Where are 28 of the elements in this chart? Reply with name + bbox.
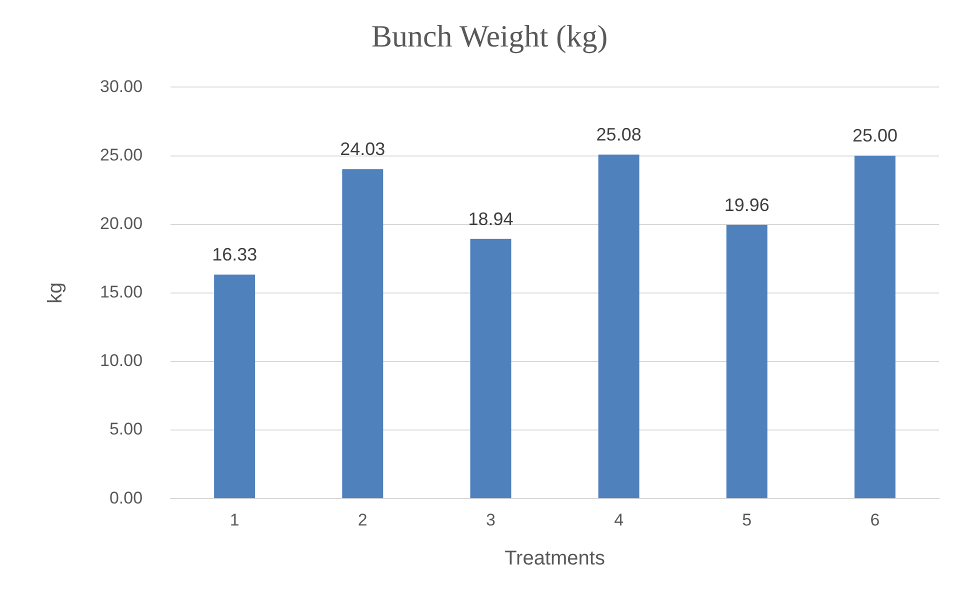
data-label: 24.03 xyxy=(340,139,386,160)
x-tick-label: 6 xyxy=(870,510,880,530)
x-tick-label: 1 xyxy=(230,510,240,530)
bar xyxy=(598,154,640,498)
x-tick-label: 4 xyxy=(614,510,624,530)
chart-title: Bunch Weight (kg) xyxy=(371,18,608,54)
data-label: 18.94 xyxy=(468,208,514,229)
bar xyxy=(726,224,768,498)
data-label: 19.96 xyxy=(724,194,770,215)
y-tick-label: 30.00 xyxy=(100,76,143,96)
y-tick-label: 15.00 xyxy=(100,282,143,302)
data-label: 25.00 xyxy=(852,126,898,146)
data-label: 16.33 xyxy=(212,244,258,265)
x-tick-label: 3 xyxy=(486,510,496,530)
y-axis-title: kg xyxy=(44,282,67,304)
y-tick-label: 10.00 xyxy=(100,351,143,370)
bar xyxy=(342,169,384,498)
y-tick-label: 5.00 xyxy=(109,420,143,439)
bar xyxy=(854,156,896,498)
x-axis-title: Treatments xyxy=(504,548,605,570)
y-tick-label: 20.00 xyxy=(100,214,143,234)
x-tick-label: 2 xyxy=(358,510,368,530)
data-label: 25.08 xyxy=(596,124,642,145)
y-tick-label: 25.00 xyxy=(100,145,143,164)
bar xyxy=(214,274,256,498)
bar xyxy=(470,238,512,498)
x-tick-label: 5 xyxy=(742,510,752,530)
y-tick-label: 0.00 xyxy=(109,488,143,508)
